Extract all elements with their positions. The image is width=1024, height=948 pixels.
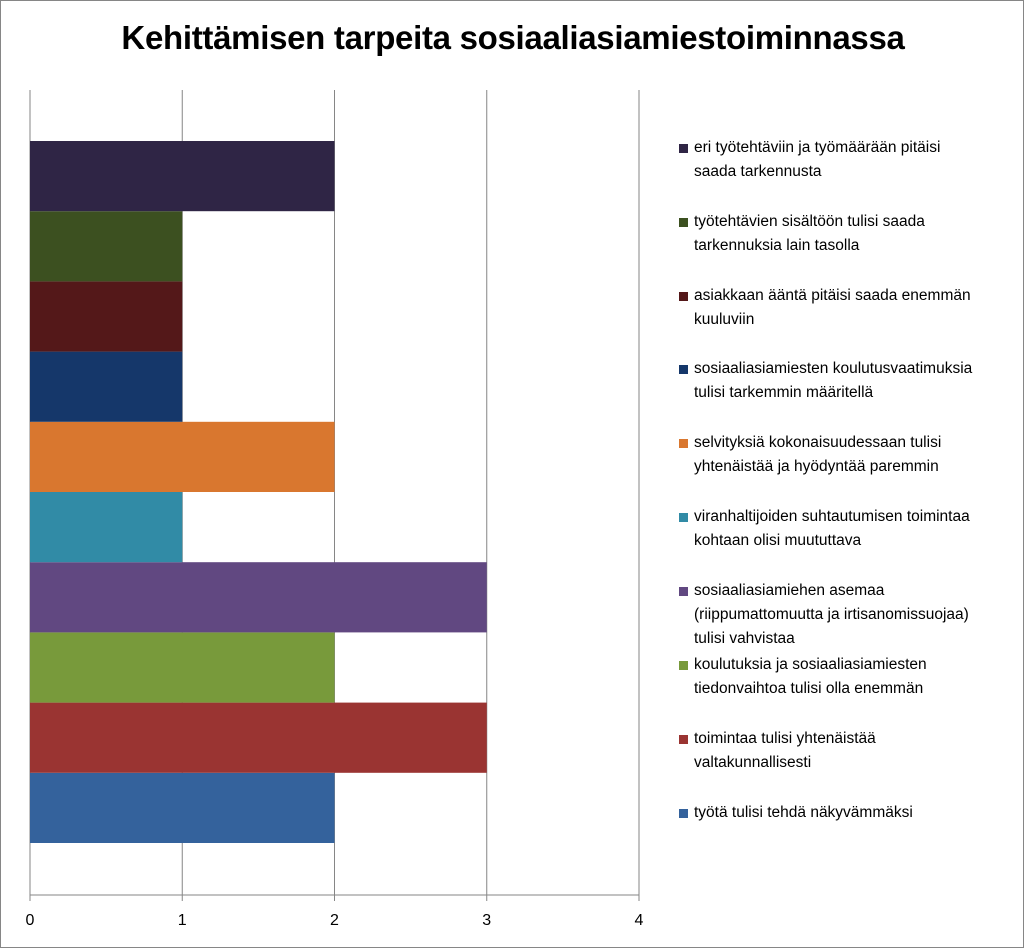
legend-label-line: eri työtehtäviin ja työmäärään pitäisi	[694, 139, 941, 156]
legend-label-line: tiedonvaihtoa tulisi olla enemmän	[694, 680, 924, 697]
legend-swatch	[679, 144, 688, 153]
legend-label-line: toimintaa tulisi yhtenäistää	[694, 730, 876, 747]
legend-swatch	[679, 735, 688, 744]
x-tick-label-0: 0	[26, 912, 35, 929]
bar-8	[30, 281, 183, 352]
legend-swatch	[679, 809, 688, 818]
legend-swatch	[679, 587, 688, 596]
bar-3	[30, 632, 335, 703]
legend-swatch	[679, 439, 688, 448]
x-tick-label-3: 3	[482, 912, 491, 929]
x-tick-label-1: 1	[178, 912, 187, 929]
legend-label: toimintaa tulisi yhtenäistää valtakunnall…	[694, 727, 1024, 775]
legend-label-line: kohtaan olisi muututtava	[694, 532, 862, 549]
legend-swatch	[679, 513, 688, 522]
x-tick-label-2: 2	[330, 912, 339, 929]
legend-label-line: saada tarkennusta	[694, 163, 822, 180]
legend-label-line: kuuluviin	[694, 311, 755, 328]
legend-label-line: tarkennuksia lain tasolla	[694, 237, 860, 254]
legend-label-line: asiakkaan ääntä pitäisi saada enemmän	[694, 287, 971, 304]
legend-swatch	[679, 365, 688, 374]
legend-label: koulutuksia ja sosiaaliasiamiesten tiedon…	[694, 653, 1024, 701]
legend-label: eri työtehtäviin ja työmäärään pitäisi sa…	[694, 136, 1024, 184]
legend-label-line: yhtenäistää ja hyödyntää paremmin	[694, 458, 939, 475]
legend-label-line: työtehtävien sisältöön tulisi saada	[694, 213, 925, 230]
bar-2	[30, 702, 487, 773]
legend-label-line: sosiaaliasiamiesten koulutusvaatimuksia	[694, 360, 973, 377]
bar-7	[30, 351, 183, 422]
chart-title: Kehittämisen tarpeita sosiaaliasiamiesto…	[121, 19, 905, 56]
legend-label-line: selvityksiä kokonaisuudessaan tulisi	[694, 434, 942, 451]
legend-swatch	[679, 661, 688, 670]
legend-label: työtehtävien sisältöön tulisi saada tarke…	[694, 210, 1024, 258]
legend-label: sosiaaliasiamiesten koulutusvaatimuksia t…	[694, 357, 1024, 405]
legend-label-line: työtä tulisi tehdä näkyvämmäksi	[694, 804, 913, 821]
bar-1	[30, 772, 335, 843]
legend-swatch	[679, 218, 688, 227]
bar-6	[30, 421, 335, 492]
legend-label-line: koulutuksia ja sosiaaliasiamiesten	[694, 656, 927, 673]
legend-label: asiakkaan ääntä pitäisi saada enemmän kuu…	[694, 284, 1024, 332]
legend-label-line: sosiaaliasiamiehen asemaa	[694, 582, 885, 599]
bar-10	[30, 141, 335, 212]
bar-9	[30, 211, 183, 282]
bar-4	[30, 562, 487, 633]
x-tick-label-4: 4	[635, 912, 644, 929]
legend-label-line: (riippumattomuutta ja irtisanomissuojaa)	[694, 606, 969, 623]
legend-label-line: valtakunnallisesti	[694, 754, 812, 771]
legend-label: sosiaaliasiamiehen asemaa (riippumattomuu…	[694, 579, 1024, 651]
legend-label: viranhaltijoiden suhtautumisen toimintaa…	[694, 505, 1024, 553]
bar-5	[30, 492, 183, 563]
legend-label-line: tulisi tarkemmin määritellä	[694, 384, 874, 401]
legend-label: selvityksiä kokonaisuudessaan tulisi yhte…	[694, 431, 1024, 479]
legend-swatch	[679, 292, 688, 301]
legend-label-line: tulisi vahvistaa	[694, 630, 795, 647]
legend-label-line: viranhaltijoiden suhtautumisen toimintaa	[694, 508, 970, 525]
legend-label: työtä tulisi tehdä näkyvämmäksi	[694, 801, 1024, 825]
